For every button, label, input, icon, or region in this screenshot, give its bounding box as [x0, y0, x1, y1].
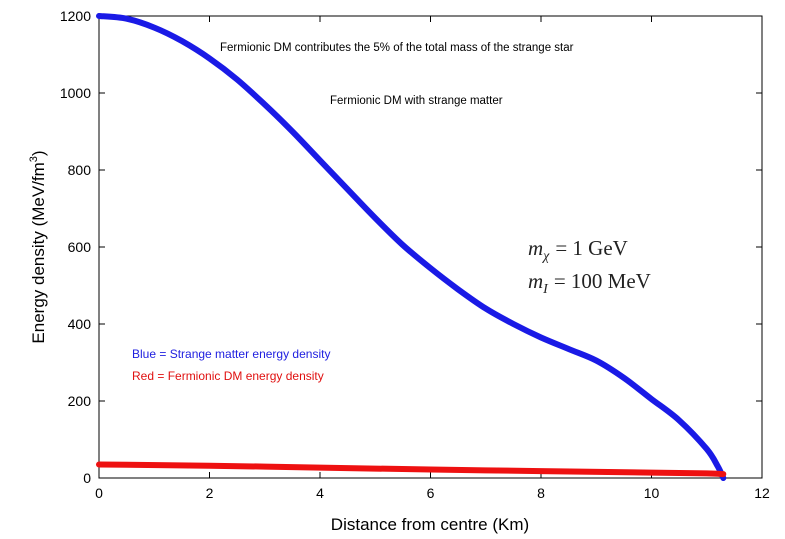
- y-tick-label: 1200: [60, 8, 91, 24]
- y-tick-label: 800: [68, 162, 92, 178]
- fermionic-dm-curve: [96, 461, 727, 478]
- x-tick-label: 4: [316, 485, 324, 501]
- x-tick-label: 10: [644, 485, 660, 501]
- x-axis-title: Distance from centre (Km): [331, 515, 529, 534]
- y-tick-label: 1000: [60, 85, 91, 101]
- y-tick-label: 0: [83, 470, 91, 486]
- legend-strange-matter: Blue = Strange matter energy density: [132, 347, 330, 361]
- annotation-dm-strange-matter: Fermionic DM with strange matter: [330, 95, 503, 107]
- annotation-dm-fraction: Fermionic DM contributes the 5% of the t…: [220, 42, 574, 54]
- x-tick-label: 8: [537, 485, 545, 501]
- x-tick-label: 2: [206, 485, 214, 501]
- strange-matter-curve: [96, 13, 727, 481]
- y-axis-title: Energy density (MeV/fm3): [28, 150, 48, 343]
- x-tick-label: 12: [754, 485, 770, 501]
- param-dm-mass: mχ = 1 GeV: [528, 236, 628, 264]
- y-tick-label: 600: [68, 239, 92, 255]
- x-tick-label: 6: [427, 485, 435, 501]
- y-tick-label: 400: [68, 316, 92, 332]
- legend-fermionic-dm: Red = Fermionic DM energy density: [132, 369, 324, 383]
- param-mediator-mass: mI = 100 MeV: [528, 269, 651, 297]
- y-tick-label: 200: [68, 393, 92, 409]
- x-tick-label: 0: [95, 485, 103, 501]
